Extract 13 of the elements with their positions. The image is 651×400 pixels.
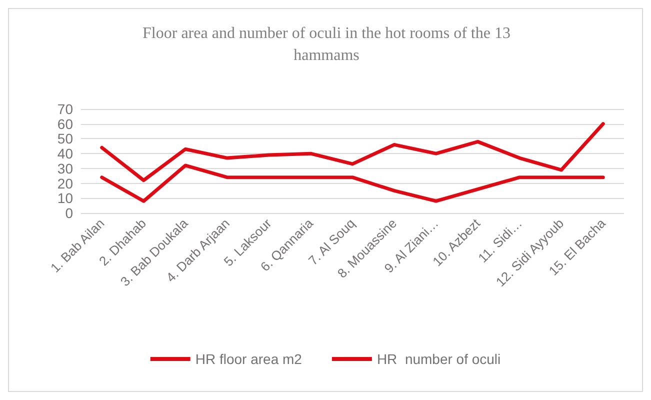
- y-tick-label: 10: [57, 190, 74, 206]
- y-tick-label: 50: [57, 130, 74, 147]
- line-series: [100, 122, 605, 182]
- legend-label: HR floor area m2: [195, 351, 302, 367]
- line-series: [100, 164, 605, 203]
- y-tick-label: 30: [57, 160, 74, 176]
- y-tick-label: 70: [57, 101, 74, 117]
- chart-title: Floor area and number of oculi in the hot rooms of the 13 hammams: [142, 24, 512, 66]
- legend-label: HR number of oculi: [376, 351, 501, 367]
- y-tick-label: 60: [57, 116, 74, 132]
- y-tick-label: 20: [57, 175, 74, 192]
- y-tick-label: 40: [57, 146, 74, 162]
- y-tick-label: 0: [65, 205, 74, 221]
